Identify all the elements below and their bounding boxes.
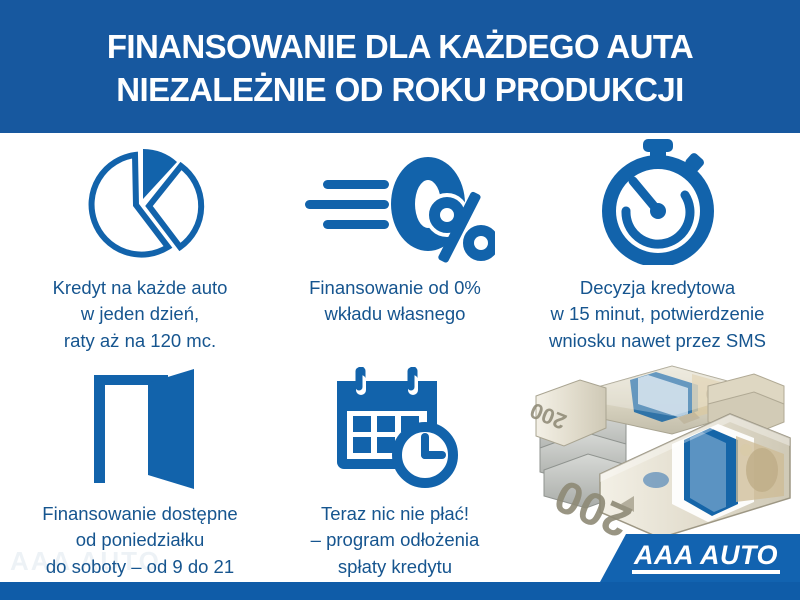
calendar-clock-icon-box	[325, 363, 465, 491]
zero-percent-icon	[305, 157, 495, 265]
banknote-stacks-photo: 200 200	[522, 352, 800, 548]
feature-2-caption: Finansowanie od 0% wkładu własnego	[309, 275, 481, 328]
banner-header: FINANSOWANIE DLA KAŻDEGO AUTA NIEZALEŻNI…	[0, 0, 800, 133]
calendar-clock-icon	[337, 367, 458, 488]
caption-line: Kredyt na każde auto	[52, 277, 228, 298]
feature-4-caption: Finansowanie dostępne od poniedziałku do…	[42, 501, 237, 580]
feature-credit-decision: Decyzja kredytowa w 15 minut, potwierdze…	[515, 139, 800, 354]
logo-underline	[632, 570, 780, 574]
stopwatch-icon-box	[593, 139, 723, 265]
pie-chart-icon-box	[65, 143, 215, 265]
feature-1-caption: Kredyt na każde auto w jeden dzień, raty…	[53, 275, 228, 354]
feature-deferred-payment: Teraz nic nie płać! – program odłożenia …	[265, 363, 525, 580]
open-door-icon	[94, 369, 194, 489]
caption-line: w 15 minut, potwierdzenie	[550, 303, 765, 325]
caption-line: Finansowanie od 0%	[309, 277, 481, 298]
feature-5-caption: Teraz nic nie płać! – program odłożenia …	[311, 501, 480, 580]
caption-line: raty aż na 120 mc.	[63, 329, 217, 351]
feature-opening-hours: Finansowanie dostępne od poniedziałku do…	[0, 363, 280, 580]
headline-line-1: FINANSOWANIE DLA KAŻDEGO AUTA	[106, 28, 694, 66]
bottom-accent-bar	[0, 582, 800, 600]
stopwatch-icon	[601, 139, 714, 265]
logo-text: AAA AUTO	[634, 540, 778, 570]
caption-line: Teraz nic nie płać!	[320, 503, 470, 524]
feature-credit-any-car: Kredyt na każde auto w jeden dzień, raty…	[0, 143, 280, 354]
caption-line: od poniedziałku	[75, 529, 205, 551]
caption-line: Decyzja kredytowa	[579, 277, 736, 298]
logo-background-shape	[600, 534, 800, 582]
caption-line: do soboty – od 9 do 21	[45, 555, 235, 577]
open-door-icon-box	[70, 363, 210, 491]
pie-chart-icon	[88, 148, 205, 258]
zero-percent-icon-box	[295, 143, 495, 265]
headline-line-2: NIEZALEŻNIE OD ROKU PRODUKCJI	[116, 70, 684, 108]
caption-line: Finansowanie dostępne	[42, 503, 238, 524]
banknote-stacks-illustration: 200 200	[526, 365, 791, 548]
caption-line: w jeden dzień,	[80, 303, 200, 325]
background-watermark: AAA AUTO	[10, 546, 161, 576]
caption-line: wniosku nawet przez SMS	[549, 329, 766, 351]
caption-line: – program odłożenia	[310, 529, 480, 551]
feature-3-caption: Decyzja kredytowa w 15 minut, potwierdze…	[549, 275, 766, 354]
feature-zero-percent: Finansowanie od 0% wkładu własnego	[265, 143, 525, 328]
caption-line: wkładu własnego	[324, 303, 466, 325]
caption-line: spłaty kredytu	[337, 555, 453, 577]
aaa-auto-logo[interactable]: AAA AUTO	[600, 534, 800, 582]
